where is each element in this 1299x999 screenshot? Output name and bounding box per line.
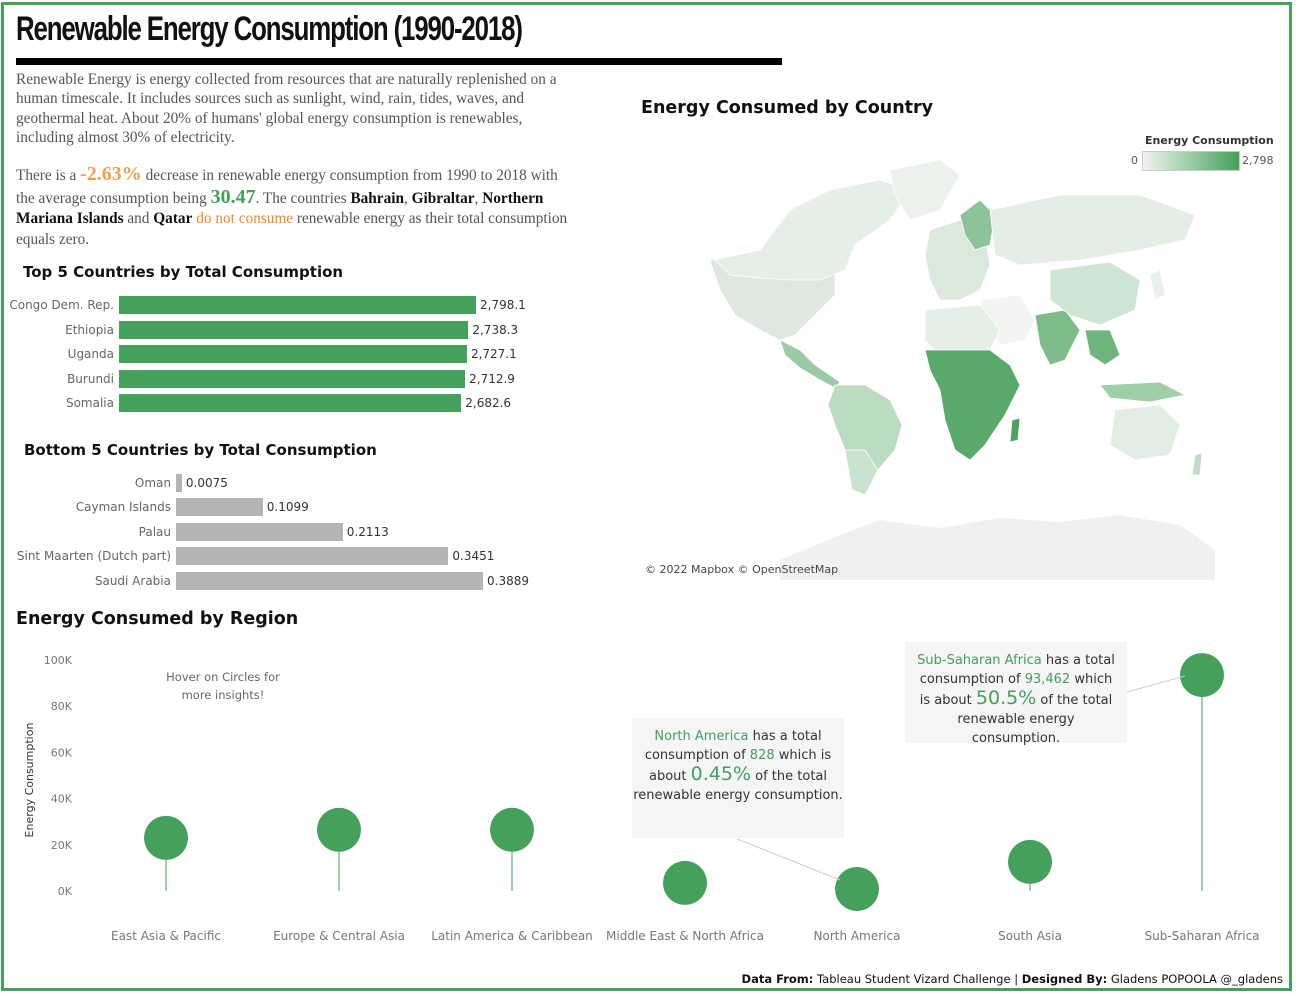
top5-bar-label: Burundi <box>67 371 114 386</box>
top5-title: Top 5 Countries by Total Consumption <box>23 263 344 281</box>
legend-min: 0 <box>1131 154 1138 167</box>
map-indonesia <box>1099 381 1187 403</box>
region-y-tick-label: 0K <box>58 885 73 898</box>
hover-note: Hover on Circles for more insights! <box>166 670 280 702</box>
map-sub-saharan-africa <box>924 349 1021 461</box>
region-y-tick-label: 20K <box>51 839 73 852</box>
map-china <box>1049 261 1141 326</box>
region-circle[interactable] <box>663 860 707 905</box>
map-russia <box>989 194 1196 266</box>
bottom5-bar-label: Cayman Islands <box>75 500 171 515</box>
region-x-label: North America <box>814 929 901 943</box>
country-gibraltar: Gibraltar <box>411 189 475 207</box>
region-x-label: Europe & Central Asia <box>273 929 405 943</box>
tooltip-leader-sub-saharan-africa <box>1126 675 1186 693</box>
map-japan <box>1149 269 1166 301</box>
top5-bar[interactable] <box>119 369 466 388</box>
intro-paragraph: Renewable Energy is energy collected fro… <box>16 71 557 146</box>
map-madagascar <box>1009 417 1021 443</box>
map-antarctica <box>780 515 1215 580</box>
top5-bar[interactable] <box>119 320 469 339</box>
top5-bar-value: 2,712.9 <box>469 371 515 386</box>
legend-gradient <box>1142 151 1240 171</box>
country-qatar: Qatar <box>153 210 193 227</box>
top5-bar[interactable] <box>119 345 467 364</box>
region-x-label: Sub-Saharan Africa <box>1144 929 1259 943</box>
tooltip-sub-saharan-africa: Sub-Saharan Africa has a total consumpti… <box>905 642 1127 746</box>
region-x-label: East Asia & Pacific <box>111 929 221 943</box>
top5-bar-label: Somalia <box>65 396 114 411</box>
top5-bar-value: 2,738.3 <box>472 322 519 337</box>
map-south-america-south <box>844 449 879 496</box>
bottom5-bar-value: 0.2113 <box>346 524 389 539</box>
map-canada <box>714 179 911 281</box>
average-value: 30.47 <box>210 185 256 208</box>
region-circle[interactable] <box>1180 653 1224 698</box>
change-percent: -2.63% <box>80 163 142 185</box>
top5-bar-label: Congo Dem. Rep. <box>9 298 114 312</box>
bottom5-bar[interactable] <box>176 498 263 517</box>
region-circle[interactable] <box>490 807 534 852</box>
bottom5-bar-label: Saudi Arabia <box>94 573 171 588</box>
bottom5-bar-value: 0.3451 <box>452 549 495 564</box>
map-title: Energy Consumed by Country <box>641 98 934 118</box>
map-australia <box>1109 404 1181 461</box>
map-southeast-asia <box>1084 329 1121 366</box>
tooltip-leader-north-america <box>736 838 841 881</box>
top5-bar-label: Ethiopia <box>65 322 114 337</box>
region-circle[interactable] <box>317 807 361 852</box>
summary-paragraph: There is a -2.63% decrease in renewable … <box>16 163 568 248</box>
footer-credits: Data From: Tableau Student Vizard Challe… <box>741 972 1283 986</box>
region-x-label: Latin America & Caribbean <box>431 929 593 943</box>
region-lollipop-chart[interactable]: Energy Consumption 0K 20K 40K 60K 80K 100K East… <box>0 640 1290 950</box>
bottom5-bar-label: Oman <box>134 476 171 490</box>
top5-bar-label: Uganda <box>67 347 114 362</box>
region-circle[interactable] <box>144 815 188 860</box>
country-northern-mariana: Northern Mariana Islands <box>16 189 544 228</box>
bottom5-bar-value: 0.1099 <box>266 500 309 515</box>
region-circle[interactable] <box>1008 839 1052 884</box>
map-south-asia <box>1034 309 1081 366</box>
title-rule <box>16 58 782 65</box>
bottom5-bar-label: Palau <box>138 524 171 539</box>
top5-bar-value: 2,682.6 <box>465 396 512 411</box>
map-central-america <box>779 339 841 389</box>
bottom5-bar-label: Sint Maarten (Dutch part) <box>16 549 171 564</box>
map-scandinavia <box>959 199 996 251</box>
bottom5-bar[interactable] <box>176 522 343 541</box>
bottom5-title: Bottom 5 Countries by Total Consumption <box>24 441 377 459</box>
bottom5-bar[interactable] <box>176 571 483 590</box>
top5-bar[interactable] <box>119 394 462 413</box>
region-title: Energy Consumed by Region <box>16 609 299 629</box>
bottom5-bar[interactable] <box>176 547 449 566</box>
bottom5-bar[interactable] <box>176 474 182 492</box>
tooltip-north-america: North America has a total consumption of… <box>632 718 844 838</box>
bottom5-bar-value: 0.0075 <box>185 476 228 490</box>
region-x-label: South Asia <box>998 929 1062 943</box>
region-circle[interactable] <box>835 867 879 911</box>
region-y-tick-label: 40K <box>51 793 73 806</box>
legend-max: 2,798 <box>1242 154 1274 167</box>
top5-bar-value: 2,727.1 <box>470 347 517 362</box>
legend-title: Energy Consumption <box>1145 134 1274 147</box>
region-y-tick-label: 60K <box>51 746 73 759</box>
map-new-zealand <box>1191 452 1203 476</box>
country-bahrain: Bahrain <box>350 189 404 207</box>
region-y-axis-title: Energy Consumption <box>23 723 36 838</box>
do-not-consume-highlight: do not consume <box>196 210 294 227</box>
dashboard-title: Renewable Energy Consumption (1990-2018) <box>16 10 523 48</box>
top5-bar-value: 2,798.1 <box>480 298 526 312</box>
region-y-tick-label: 80K <box>51 700 73 713</box>
region-x-label: Middle East & North Africa <box>606 929 764 943</box>
region-y-tick-label: 100K <box>44 654 73 667</box>
world-map[interactable] <box>640 150 1220 580</box>
map-greenland <box>889 159 961 221</box>
map-attribution[interactable]: © 2022 Mapbox © OpenStreetMap <box>645 563 839 576</box>
bottom5-bar-value: 0.3889 <box>487 573 529 588</box>
top5-bar[interactable] <box>119 296 476 314</box>
